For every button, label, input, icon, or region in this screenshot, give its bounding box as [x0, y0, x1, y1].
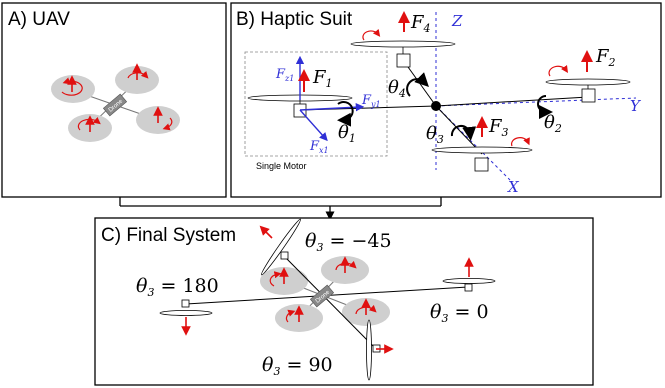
- panel-haptic-title: B) Haptic Suit: [236, 9, 353, 30]
- single-motor-box: [244, 51, 388, 157]
- suit-center: [431, 101, 441, 111]
- fx1-label: Fx1: [309, 139, 329, 155]
- panel-final-frame: [94, 217, 594, 386]
- rotation-arrow: [61, 77, 83, 96]
- panel-uav-title: A) UAV: [8, 9, 70, 30]
- f1-label: F1: [312, 67, 333, 90]
- final-drone-body: [309, 284, 335, 308]
- theta3-rotation: [450, 125, 477, 141]
- propeller-3: [431, 146, 533, 154]
- motor2-rotation-arrow: [548, 65, 569, 77]
- panel-final-title: C) Final System: [101, 225, 236, 246]
- f4-label: F4: [410, 12, 431, 35]
- motor-theta-neg45: [259, 218, 302, 276]
- rotation-arrow: [127, 70, 149, 79]
- label-theta-neg45: θ3 = −45: [305, 230, 392, 254]
- panel-uav: A) UAV Drone: [1, 2, 227, 198]
- motor-theta-0: [442, 257, 496, 292]
- connector: [119, 197, 442, 221]
- uav-rotor: [51, 75, 95, 103]
- motor3-rotation-arrow: [510, 137, 530, 147]
- theta2-rotation: [537, 95, 553, 119]
- axis-z-label: Z: [451, 12, 463, 30]
- label-theta-0: θ3 = 0: [430, 301, 489, 325]
- motor-3: [474, 157, 489, 172]
- label-theta-90: θ3 = 90: [262, 354, 333, 378]
- panel-haptic: B) Haptic Suit Single Motor Z Y X Fz1 F1…: [230, 2, 662, 198]
- arm-3: [435, 105, 483, 155]
- theta3-label: θ3: [426, 123, 444, 146]
- rotation-arrow: [77, 116, 101, 131]
- motor-4: [396, 53, 411, 68]
- fy1-arrow: [299, 103, 365, 112]
- theta2-label: θ2: [544, 112, 562, 135]
- motor-theta-90: [366, 319, 394, 381]
- f3-label: F3: [488, 116, 509, 139]
- theta4-label: θ4: [388, 77, 406, 100]
- propeller-4: [350, 40, 456, 48]
- final-arm-diagonal: [284, 256, 377, 350]
- fz1-label: Fz1: [275, 67, 294, 83]
- rotation-arrow: [162, 117, 173, 131]
- uav-drone-body: [102, 93, 128, 117]
- uav-drone: Drone: [51, 63, 180, 142]
- panel-final: C) Final System Drone θ3 = −45: [94, 217, 594, 386]
- single-motor-label: Single Motor: [256, 161, 307, 171]
- f2-label: F2: [595, 46, 616, 69]
- theta4-rotation: [406, 72, 429, 97]
- theta1-label: θ1: [338, 122, 356, 145]
- fy1-label: Fy1: [361, 93, 381, 109]
- motor-theta-180: [159, 299, 213, 336]
- axis-y-label: Y: [630, 97, 642, 115]
- motor4-rotation-arrow: [362, 28, 381, 41]
- label-theta-180: θ3 = 180: [136, 275, 219, 299]
- fx1-arrow: [299, 109, 328, 142]
- motor-2: [581, 88, 596, 103]
- propeller-2: [545, 78, 631, 86]
- axis-x-label: X: [507, 178, 520, 196]
- theta1-rotation: [337, 101, 354, 127]
- arm-2: [435, 96, 589, 107]
